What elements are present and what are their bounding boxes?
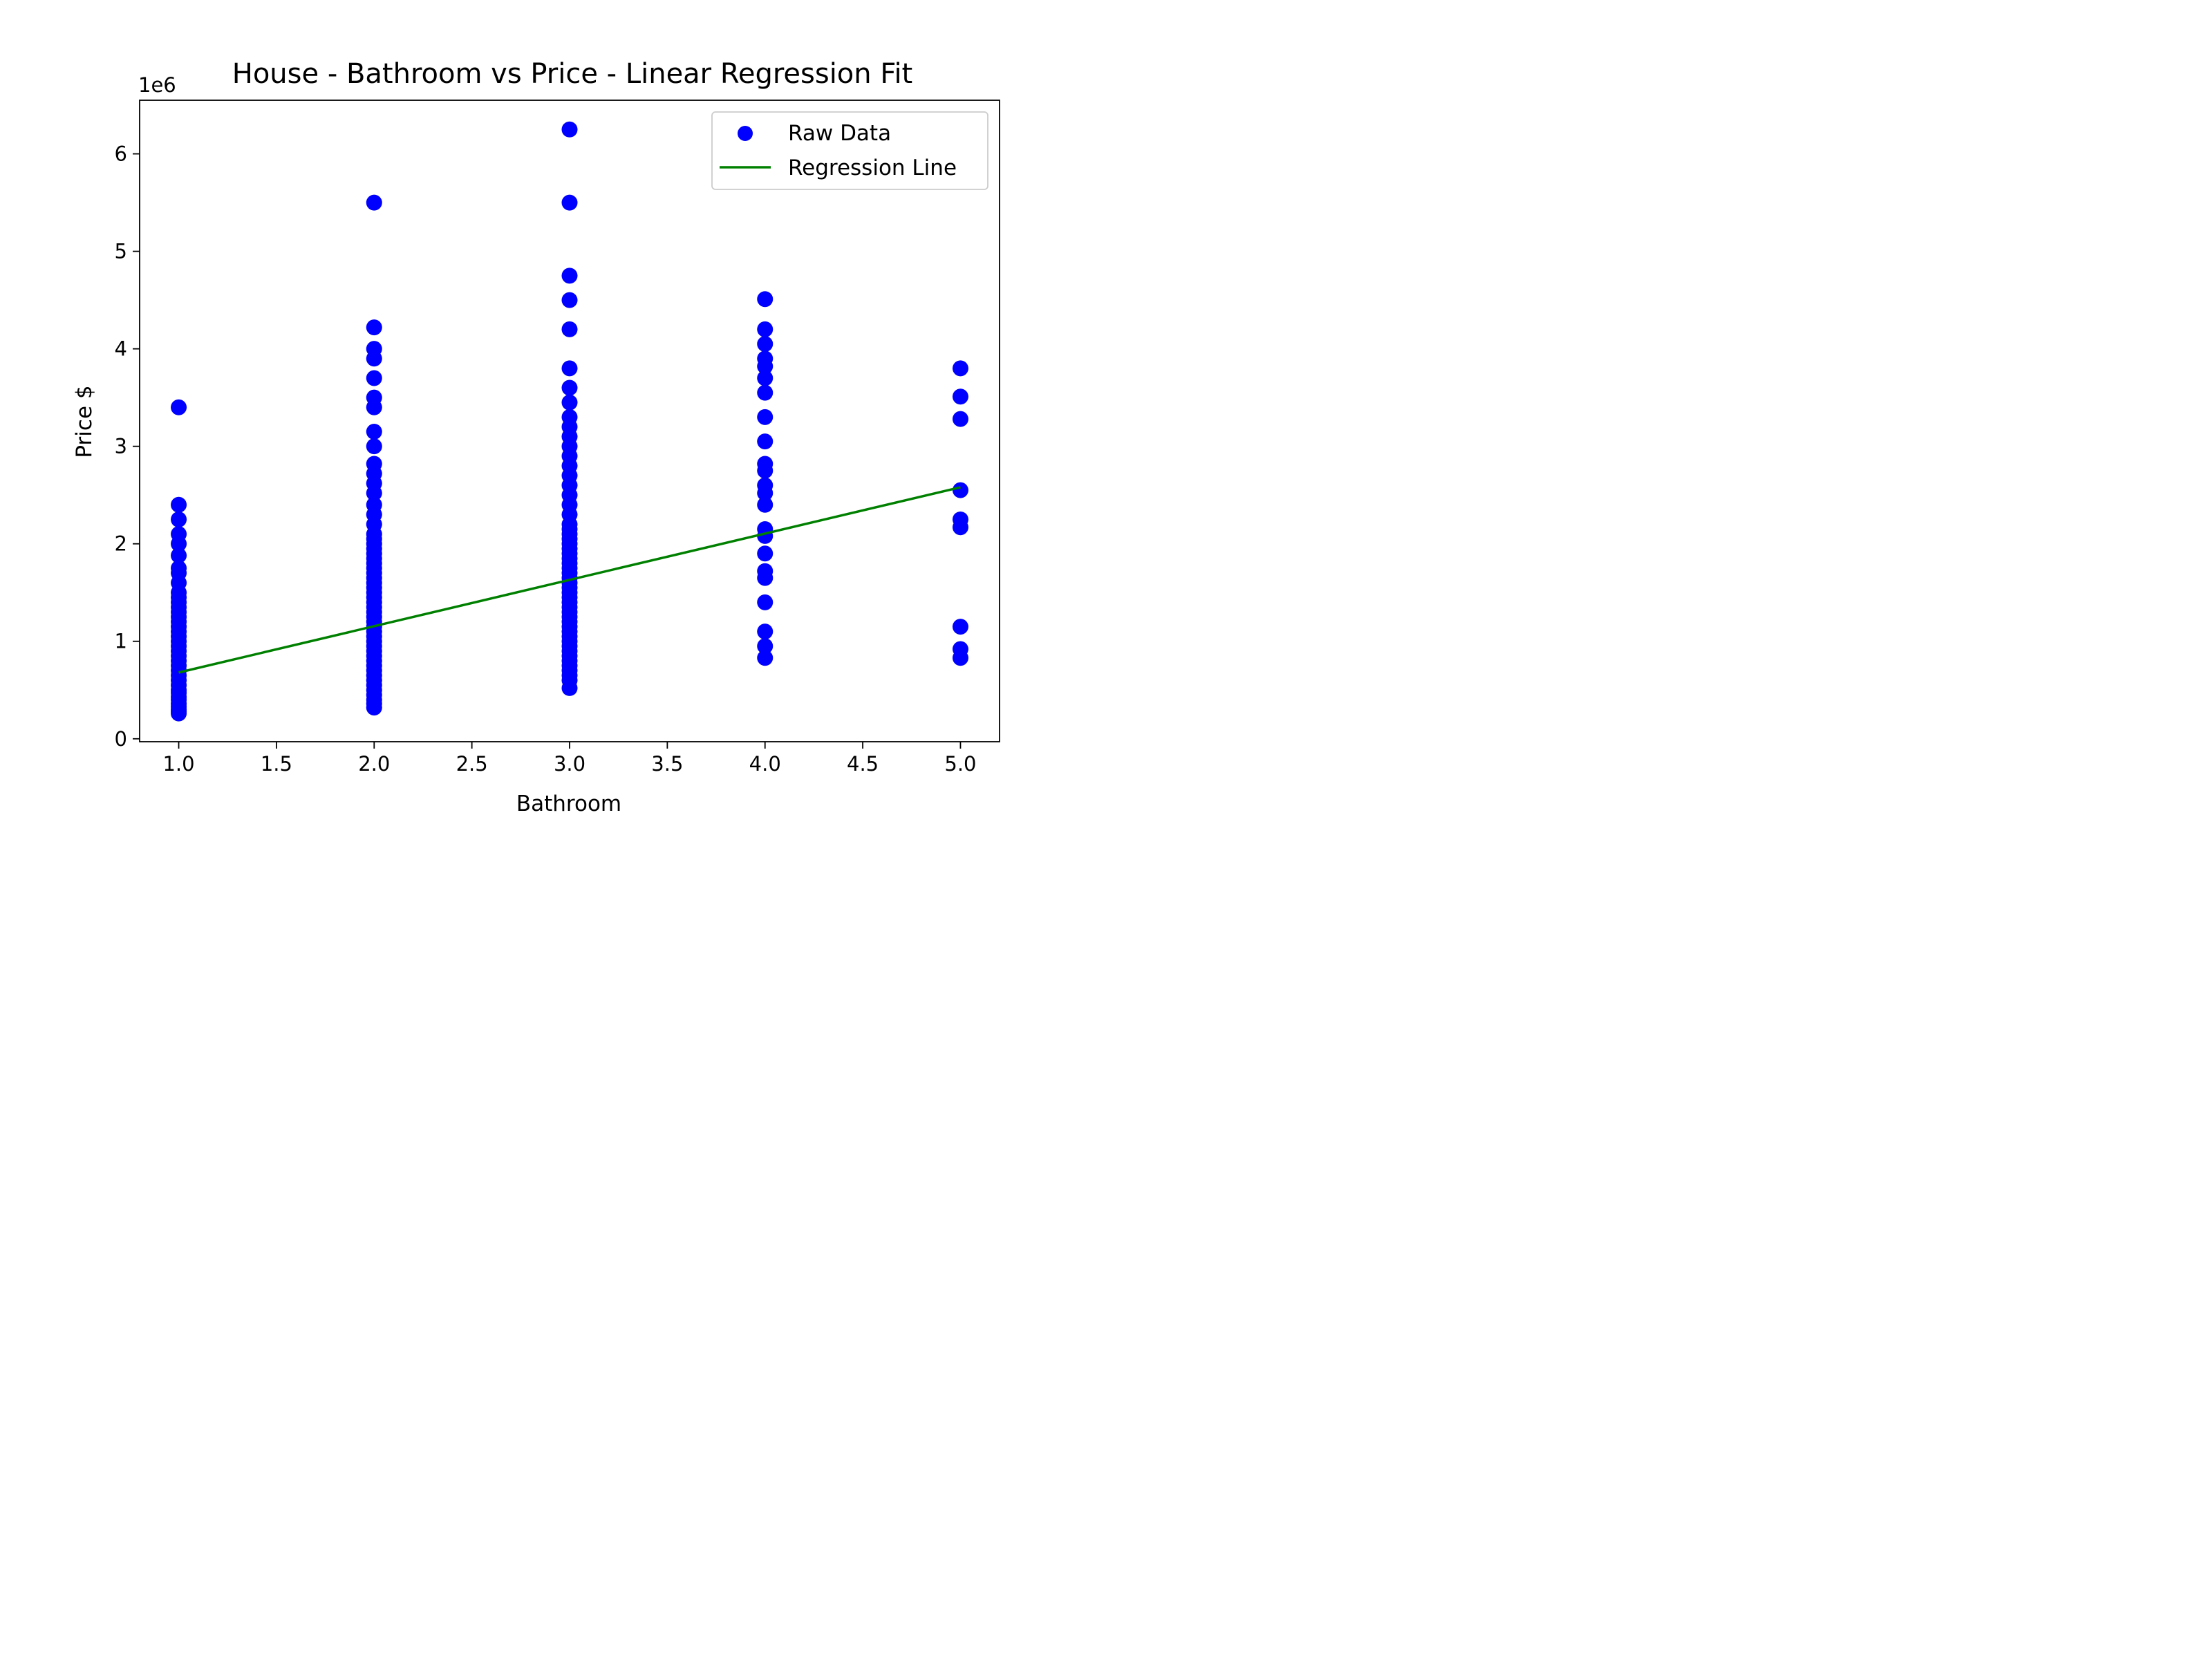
y-tick-label: 2 <box>115 532 127 556</box>
x-tick-label: 3.0 <box>554 752 585 776</box>
data-point <box>366 424 382 440</box>
data-point <box>757 433 774 450</box>
data-point <box>757 456 774 472</box>
legend-box <box>711 111 988 190</box>
data-point <box>366 456 382 472</box>
data-point <box>757 650 774 666</box>
data-point <box>757 594 774 610</box>
data-point <box>757 496 774 513</box>
data-point <box>171 399 187 415</box>
x-tick-label: 5.0 <box>944 752 976 776</box>
data-point <box>171 526 187 543</box>
data-point <box>561 409 578 425</box>
chart-title: House - Bathroom vs Price - Linear Regre… <box>232 58 913 90</box>
y-tick-label: 4 <box>115 337 127 361</box>
legend-label-regression-line: Regression Line <box>788 156 957 180</box>
y-axis-ticks: 0 1 2 3 4 5 6 <box>115 142 140 751</box>
plot-area <box>171 121 968 722</box>
data-point <box>757 336 774 353</box>
data-point <box>561 379 578 396</box>
x-tick-label: 2.0 <box>358 752 390 776</box>
data-point <box>952 619 968 635</box>
y-axis-label: Price $ <box>72 385 97 458</box>
data-point <box>561 268 578 284</box>
data-point <box>757 477 774 494</box>
data-point <box>171 547 187 564</box>
data-point <box>171 511 187 527</box>
data-point <box>561 121 578 138</box>
y-tick-label: 6 <box>115 142 127 166</box>
data-point <box>757 291 774 308</box>
data-point <box>366 194 382 211</box>
data-point <box>561 360 578 377</box>
data-point <box>366 319 382 336</box>
x-tick-label: 4.5 <box>847 752 879 776</box>
raw-data-points <box>171 121 968 722</box>
chart: House - Bathroom vs Price - Linear Regre… <box>0 0 1106 830</box>
data-point <box>561 321 578 337</box>
data-point <box>757 350 774 367</box>
legend: Raw Data Regression Line <box>711 111 988 190</box>
data-point <box>366 496 382 513</box>
data-point <box>757 321 774 337</box>
x-axis-label: Bathroom <box>516 791 621 816</box>
data-point <box>561 394 578 411</box>
data-point <box>561 292 578 308</box>
legend-marker-raw-data <box>738 126 753 141</box>
data-point <box>757 624 774 640</box>
data-point <box>171 560 187 577</box>
data-point <box>171 496 187 513</box>
x-tick-label: 2.5 <box>456 752 488 776</box>
data-point <box>757 563 774 579</box>
data-point <box>366 389 382 406</box>
y-axis-offset-label: 1e6 <box>138 73 176 97</box>
data-point <box>952 482 968 498</box>
data-point <box>757 384 774 401</box>
x-tick-label: 1.0 <box>162 752 194 776</box>
data-point <box>757 409 774 425</box>
data-point <box>952 511 968 527</box>
legend-label-raw-data: Raw Data <box>788 121 891 146</box>
data-point <box>366 341 382 357</box>
y-tick-label: 1 <box>115 630 127 653</box>
data-point <box>757 545 774 562</box>
x-tick-label: 4.0 <box>749 752 781 776</box>
data-point <box>366 438 382 455</box>
x-tick-label: 1.5 <box>261 752 292 776</box>
data-point <box>561 194 578 211</box>
x-axis-ticks: 1.0 1.5 2.0 2.5 3.0 3.5 4.0 4.5 5.0 <box>162 742 977 776</box>
y-tick-label: 3 <box>115 435 127 458</box>
data-point <box>366 370 382 386</box>
y-tick-label: 5 <box>115 240 127 263</box>
data-point <box>952 411 968 427</box>
y-tick-label: 0 <box>115 727 127 751</box>
data-point <box>757 638 774 655</box>
data-point <box>952 641 968 657</box>
data-point <box>952 360 968 377</box>
data-point <box>952 388 968 405</box>
regression-line-layer <box>178 486 961 674</box>
x-tick-label: 3.5 <box>651 752 683 776</box>
regression-line <box>178 486 961 674</box>
data-point <box>757 370 774 386</box>
